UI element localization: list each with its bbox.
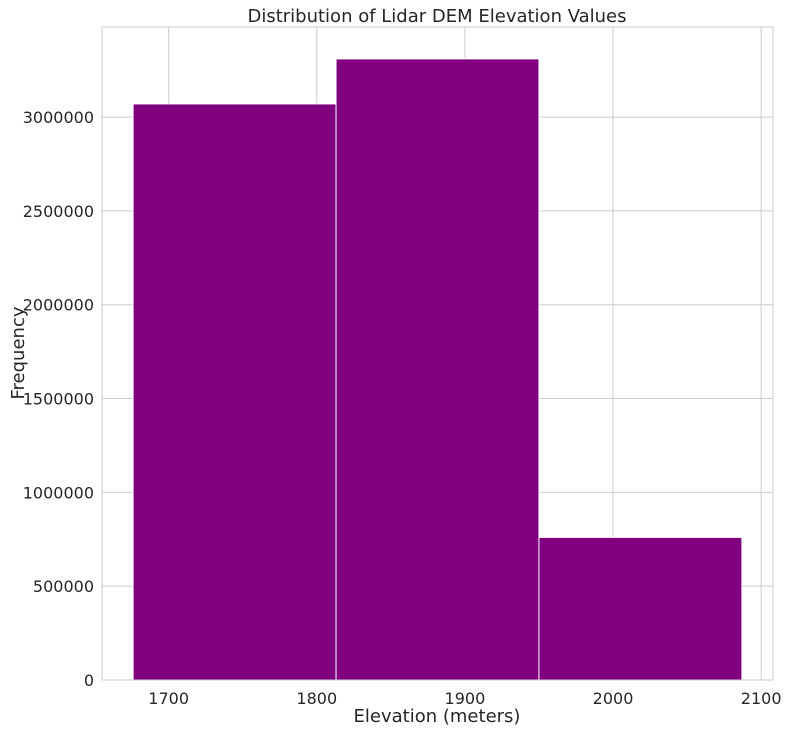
y-axis-label: Frequency <box>8 306 29 399</box>
histogram-bar-1 <box>132 103 337 681</box>
y-tick-label: 500000 <box>33 577 94 596</box>
x-axis-label: Elevation (meters) <box>354 706 521 727</box>
y-tick-label: 1500000 <box>23 390 94 409</box>
x-tick-label: 1700 <box>148 689 189 708</box>
x-tick-label: 2100 <box>741 689 782 708</box>
y-tick-label: 3000000 <box>23 108 94 127</box>
chart-title: Distribution of Lidar DEM Elevation Valu… <box>247 6 626 27</box>
histogram-bar-2 <box>335 58 540 681</box>
y-tick-label: 2500000 <box>23 202 94 221</box>
y-tick-label: 0 <box>84 671 94 690</box>
bars <box>132 58 743 681</box>
plot-frame <box>101 26 774 681</box>
x-tick-label: 2000 <box>593 689 634 708</box>
x-axis-ticks: 1700 1800 1900 2000 2100 <box>148 689 781 708</box>
y-axis-ticks: 0 500000 1000000 1500000 2000000 2500000 30000… <box>23 108 94 690</box>
x-tick-label: 1900 <box>445 689 486 708</box>
y-tick-label: 1000000 <box>23 483 94 502</box>
y-tick-label: 2000000 <box>23 296 94 315</box>
x-tick-label: 1800 <box>296 689 337 708</box>
histogram-bar-3 <box>538 536 743 681</box>
